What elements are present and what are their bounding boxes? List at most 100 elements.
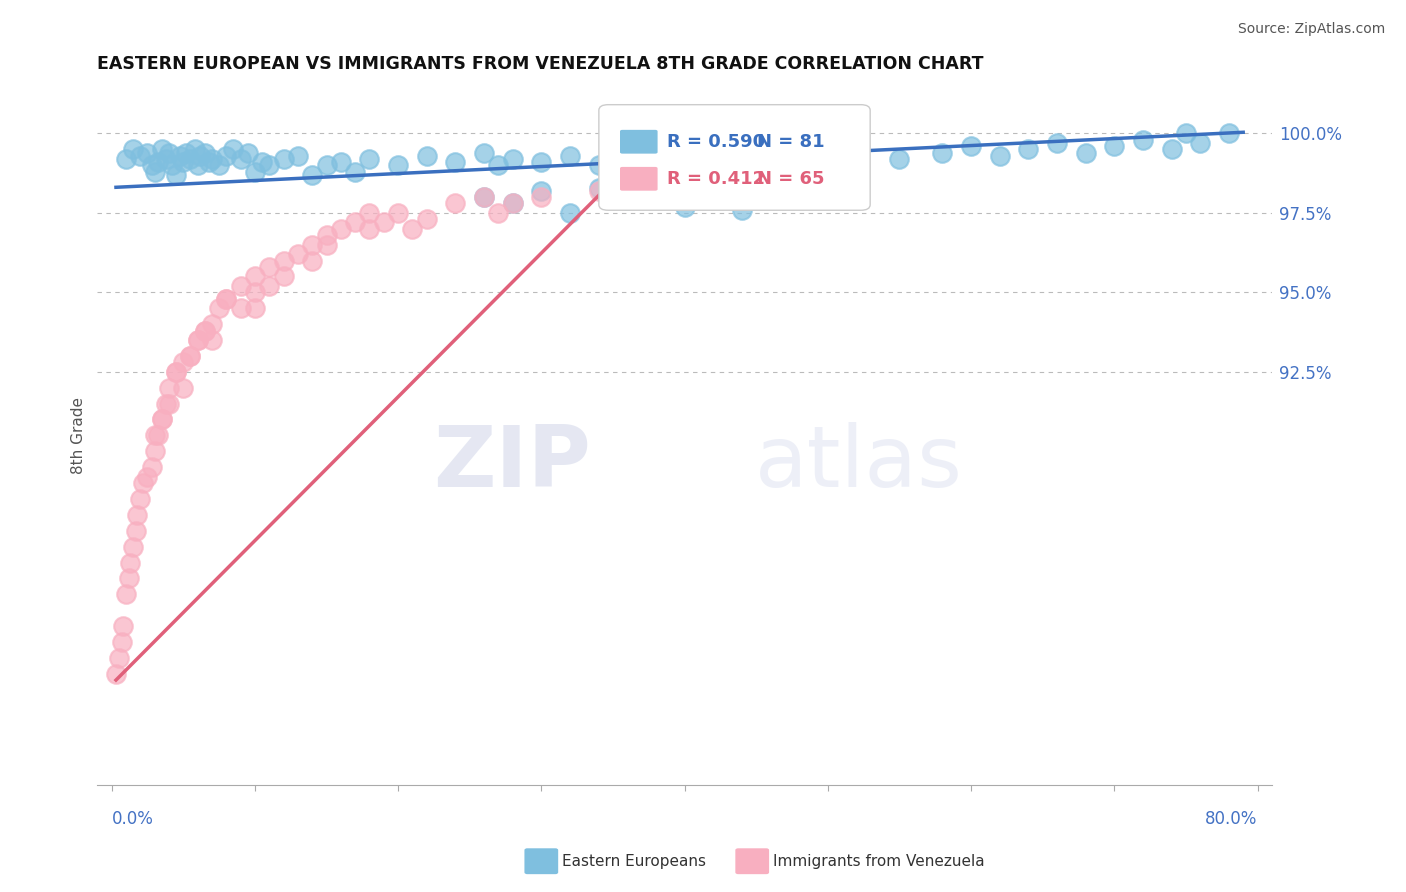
Point: [160, 158, 183, 172]
Point: [344, 215, 367, 229]
Point: [960, 139, 983, 153]
Point: [157, 145, 180, 160]
Point: [588, 180, 610, 194]
Point: [201, 317, 224, 331]
Text: Eastern Europeans: Eastern Europeans: [562, 855, 706, 869]
Point: [759, 180, 782, 194]
Point: [273, 152, 295, 166]
Point: [645, 145, 668, 160]
Point: [889, 152, 911, 166]
Point: [201, 152, 224, 166]
Point: [287, 149, 309, 163]
Point: [1160, 142, 1182, 156]
Point: [616, 152, 638, 166]
Point: [157, 381, 180, 395]
Point: [257, 260, 280, 274]
Point: [301, 253, 323, 268]
Point: [187, 158, 209, 172]
Point: [243, 285, 266, 300]
Point: [127, 508, 149, 522]
Point: [673, 155, 696, 169]
Point: [118, 571, 141, 585]
Y-axis label: 8th Grade: 8th Grade: [72, 397, 86, 474]
Point: [486, 158, 509, 172]
Point: [931, 145, 953, 160]
Point: [236, 145, 259, 160]
Point: [129, 149, 152, 163]
Point: [530, 155, 553, 169]
Point: [150, 412, 173, 426]
Point: [208, 158, 231, 172]
Point: [208, 301, 231, 316]
Point: [787, 158, 810, 172]
Point: [229, 279, 252, 293]
Point: [187, 333, 209, 347]
Point: [104, 666, 127, 681]
Point: [132, 476, 155, 491]
Point: [502, 196, 524, 211]
Point: [141, 460, 163, 475]
Point: [731, 142, 754, 156]
Point: [150, 142, 173, 156]
Point: [359, 152, 381, 166]
Text: Source: ZipAtlas.com: Source: ZipAtlas.com: [1237, 22, 1385, 37]
Point: [172, 355, 194, 369]
Text: atlas: atlas: [755, 422, 963, 505]
Point: [1174, 127, 1197, 141]
Text: 80.0%: 80.0%: [1205, 811, 1257, 829]
FancyBboxPatch shape: [599, 104, 870, 211]
Point: [172, 155, 194, 169]
Point: [111, 635, 134, 649]
Point: [141, 158, 163, 172]
Point: [702, 190, 724, 204]
Point: [146, 155, 169, 169]
Point: [558, 206, 581, 220]
Point: [215, 292, 238, 306]
Point: [120, 556, 142, 570]
Point: [165, 168, 187, 182]
Point: [673, 200, 696, 214]
Point: [344, 164, 367, 178]
Point: [329, 222, 352, 236]
Point: [143, 164, 166, 178]
Text: R = 0.590: R = 0.590: [666, 133, 765, 151]
Point: [122, 540, 145, 554]
Point: [115, 152, 138, 166]
Point: [179, 349, 201, 363]
Point: [1104, 139, 1126, 153]
Point: [215, 292, 238, 306]
Point: [472, 145, 495, 160]
Point: [194, 145, 217, 160]
FancyBboxPatch shape: [620, 130, 658, 153]
Point: [155, 152, 177, 166]
Point: [250, 155, 273, 169]
Point: [187, 333, 209, 347]
Point: [673, 174, 696, 188]
Point: [387, 158, 409, 172]
Text: R = 0.412: R = 0.412: [666, 169, 765, 188]
Point: [122, 142, 145, 156]
Point: [416, 212, 439, 227]
Point: [143, 428, 166, 442]
Point: [157, 396, 180, 410]
Point: [315, 237, 337, 252]
Point: [359, 222, 381, 236]
Point: [444, 196, 467, 211]
Point: [136, 145, 159, 160]
Point: [257, 279, 280, 293]
Point: [1218, 127, 1240, 141]
Point: [988, 149, 1011, 163]
Point: [243, 301, 266, 316]
Point: [1046, 136, 1069, 150]
Point: [165, 365, 187, 379]
Point: [273, 269, 295, 284]
Point: [759, 145, 782, 160]
Point: [143, 444, 166, 458]
Point: [215, 149, 238, 163]
Point: [530, 190, 553, 204]
Point: [222, 142, 245, 156]
Point: [273, 253, 295, 268]
Point: [472, 190, 495, 204]
Point: [373, 215, 395, 229]
Point: [444, 155, 467, 169]
